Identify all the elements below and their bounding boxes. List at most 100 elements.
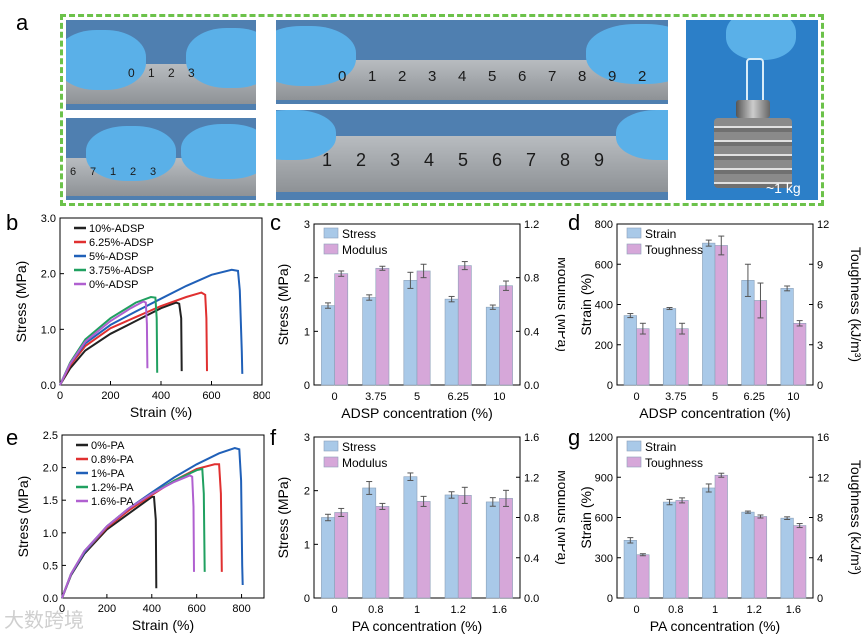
panel-label-b: b	[6, 210, 19, 235]
legend-label: 10%-ADSP	[89, 223, 145, 235]
x-tick-label: 0	[59, 603, 65, 615]
y2-tick-label: 0	[817, 593, 823, 605]
y2-tick-label: 0.0	[524, 380, 539, 392]
x-tick-label: 10	[787, 391, 799, 403]
bar	[780, 288, 794, 386]
legend-swatch	[323, 243, 339, 255]
y-tick-label: 3	[304, 432, 310, 444]
y2-tick-label: 0	[817, 380, 823, 392]
y-tick-label: 3	[304, 219, 310, 231]
y-tick-label: 1.0	[43, 528, 58, 540]
ruler-number: 3	[150, 166, 157, 178]
legend-swatch	[626, 456, 642, 468]
bar	[403, 280, 418, 386]
y-tick-label: 2.5	[43, 430, 58, 442]
x-tick-label: 1.2	[747, 604, 762, 616]
x-tick-label: 200	[98, 603, 116, 615]
y2-tick-label: 16	[817, 432, 829, 444]
bar	[403, 476, 418, 599]
ruler-number: 1	[110, 166, 117, 178]
y2-tick-label: 12	[817, 219, 829, 231]
legend-label: Modulus	[342, 243, 387, 257]
photo-hanging-weight: ~1 kg	[686, 20, 818, 200]
legend-label: Toughness	[645, 456, 703, 470]
chart-f-stress-modulus-pa: 0 0.8 1 1.2 1.6 0 1 2 3 0.0 0.4 0.8 1.2 1.6 PA concent…	[275, 432, 565, 634]
ruler-number: 7	[526, 150, 537, 170]
x-tick-label: 3.75	[365, 391, 386, 403]
y2-tick-label: 0.4	[524, 326, 539, 338]
ruler-number: 4	[458, 68, 467, 85]
ruler-number: 9	[594, 150, 605, 170]
y-tick-label: 400	[595, 300, 613, 312]
y2-tick-label: 8	[817, 513, 823, 525]
x-axis-label: ADSP concentration (%)	[639, 405, 790, 421]
x-tick-label: 3.75	[665, 391, 686, 403]
bar	[375, 267, 390, 386]
x-tick-label: 800	[253, 390, 270, 402]
ruler-number: 7	[90, 166, 97, 178]
photo-long-ruler-relaxed: 1 2 3 4 5 6 7 8 9	[276, 110, 668, 200]
y-tick-label: 1	[304, 539, 310, 551]
ruler-number: 2	[356, 150, 367, 170]
bar	[416, 270, 431, 386]
series-line	[59, 300, 149, 386]
bar	[780, 517, 794, 599]
x-tick-label: 0	[634, 391, 640, 403]
x-tick-label: 0	[332, 391, 338, 403]
y-tick-label: 2	[304, 486, 310, 498]
panel-label-c: c	[270, 210, 281, 235]
x-axis-label: PA concentration (%)	[352, 618, 482, 634]
y2-tick-label: 6	[817, 300, 823, 312]
x-tick-label: 800	[232, 603, 250, 615]
x-tick-label: 1.2	[451, 604, 466, 616]
glove-left	[276, 110, 336, 160]
y-tick-label: 0.5	[43, 560, 58, 572]
y-tick-label: 1.5	[43, 495, 58, 507]
x-tick-label: 1.6	[786, 604, 801, 616]
glove-left	[86, 126, 176, 181]
x-axis-label: ADSP concentration (%)	[341, 405, 492, 421]
ruler-number: 5	[458, 150, 469, 170]
chart-b-stress-strain-adsp: 0 200 400 600 800 0.0 1.0 2.0 3.0 Strain (%) Stres…	[13, 213, 270, 420]
x-tick-label: 0.8	[368, 604, 383, 616]
panel-label-g: g	[568, 425, 581, 450]
chart-d-strain-toughness-adsp: 0 3.75 5 6.25 10 0 200 400 600 800 0 3 6 9 12 ADSP conc…	[578, 219, 864, 421]
bar	[753, 516, 768, 599]
legend-label: 0%-ADSP	[89, 279, 139, 291]
y-axis-label: Stress (MPa)	[13, 261, 29, 343]
ruler-number: 2	[638, 68, 647, 85]
y-tick-label: 1.0	[41, 324, 56, 336]
ruler-number: 1	[368, 68, 377, 85]
y2-tick-label: 1.6	[524, 432, 539, 444]
y-tick-label: 600	[595, 513, 613, 525]
ruler-number: 8	[560, 150, 571, 170]
ruler-number: 8	[578, 68, 587, 85]
y2-tick-label: 0.0	[524, 593, 539, 605]
y-tick-label: 2.0	[41, 269, 56, 281]
ruler-number: 2	[130, 166, 137, 178]
bar	[375, 506, 390, 599]
ruler-number: 6	[518, 68, 527, 85]
glove-left	[66, 30, 146, 90]
legend-swatch	[626, 440, 642, 452]
ruler-number: 0	[128, 66, 135, 80]
bar	[662, 501, 677, 599]
ruler-number: 5	[488, 68, 497, 85]
bar	[499, 498, 513, 599]
y-axis-label: Strain (%)	[578, 273, 594, 335]
bar	[741, 511, 755, 599]
y-tick-label: 200	[595, 340, 613, 352]
ruler-number: 9	[608, 68, 617, 85]
bar	[702, 487, 716, 599]
y-axis-label: Stress (MPa)	[275, 477, 291, 559]
bar	[499, 285, 513, 386]
legend-swatch	[323, 227, 339, 239]
panel-label-a: a	[16, 10, 29, 35]
legend-label: Stress	[342, 227, 376, 241]
bar	[362, 297, 377, 386]
ruler	[276, 136, 668, 192]
y-tick-label: 0	[304, 593, 310, 605]
bar	[702, 242, 716, 386]
bar	[321, 305, 335, 386]
legend-label: 1%-PA	[91, 468, 125, 480]
